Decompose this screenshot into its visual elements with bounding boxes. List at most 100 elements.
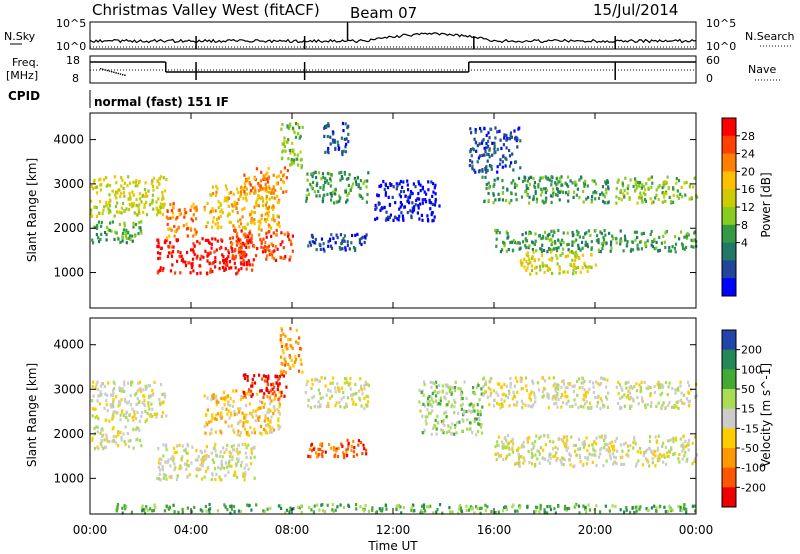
heatmap-cell — [541, 199, 544, 203]
heatmap-cell — [172, 446, 176, 450]
heatmap-cell — [678, 460, 681, 464]
heatmap-cell — [516, 137, 519, 141]
heatmap-cell — [359, 194, 362, 198]
velocity-panel-frame — [89, 317, 697, 515]
heatmap-cell — [210, 242, 213, 246]
heatmap-cell — [295, 122, 298, 126]
heatmap-cell — [239, 256, 242, 260]
heatmap-cell — [209, 507, 212, 511]
heatmap-cell — [224, 474, 227, 478]
heatmap-cell — [342, 237, 345, 241]
heatmap-cell — [466, 418, 469, 422]
heatmap-cell — [600, 446, 603, 450]
heatmap-cell — [322, 184, 325, 188]
heatmap-cell — [112, 410, 115, 414]
heatmap-cell — [594, 395, 597, 400]
heatmap-cell — [138, 226, 141, 230]
heatmap-cell — [663, 455, 666, 459]
heatmap-cell — [363, 406, 366, 411]
heatmap-cell — [263, 509, 266, 513]
heatmap-cell — [590, 253, 593, 257]
heatmap-cell — [479, 413, 482, 417]
heatmap-cell — [115, 181, 118, 185]
heatmap-cell — [232, 192, 235, 196]
heatmap-cell — [292, 161, 296, 165]
heatmap-cell — [444, 397, 447, 401]
colorbar-tick-label: -15 — [741, 422, 759, 435]
heatmap-cell — [661, 384, 664, 388]
heatmap-cell — [533, 242, 536, 246]
heatmap-cell — [238, 410, 241, 414]
heatmap-cell — [237, 190, 240, 195]
heatmap-cell — [310, 386, 313, 391]
heatmap-cell — [153, 503, 156, 507]
heatmap-cell — [268, 430, 271, 434]
heatmap-cell — [560, 405, 563, 409]
heatmap-cell — [592, 385, 595, 389]
heatmap-cell — [486, 395, 489, 399]
heatmap-cell — [294, 358, 298, 362]
heatmap-cell — [521, 233, 524, 237]
heatmap-cell — [556, 256, 559, 260]
heatmap-cell — [590, 198, 593, 202]
heatmap-cell — [518, 456, 521, 460]
heatmap-cell — [250, 237, 253, 241]
heatmap-cell — [423, 428, 426, 432]
heatmap-cell — [340, 242, 343, 246]
heatmap-cell — [360, 404, 363, 408]
heatmap-cell — [667, 249, 670, 253]
heatmap-cell — [366, 179, 369, 183]
heatmap-cell — [505, 138, 508, 142]
heatmap-cell — [250, 240, 253, 244]
heatmap-cell — [90, 199, 93, 203]
heatmap-cell — [562, 401, 565, 405]
heatmap-cell — [345, 448, 348, 452]
heatmap-cell — [673, 405, 676, 409]
heatmap-cell — [124, 231, 127, 236]
heatmap-cell — [239, 238, 242, 242]
heatmap-cell — [687, 390, 690, 394]
heatmap-cell — [322, 175, 325, 180]
heatmap-cell — [494, 511, 497, 515]
heatmap-cell — [203, 424, 206, 428]
heatmap-cell — [259, 389, 262, 393]
heatmap-cell — [186, 451, 189, 455]
heatmap-cell — [564, 255, 567, 259]
heatmap-cell — [159, 266, 162, 270]
heatmap-cell — [116, 411, 119, 415]
heatmap-cell — [502, 443, 505, 447]
heatmap-cell — [528, 461, 531, 465]
heatmap-cell — [526, 179, 529, 183]
heatmap-cell — [232, 224, 235, 228]
heatmap-cell — [401, 214, 404, 218]
heatmap-cell — [401, 185, 404, 189]
heatmap-cell — [683, 247, 686, 251]
heatmap-cell — [667, 187, 670, 191]
heatmap-cell — [675, 177, 678, 181]
heatmap-cell — [683, 402, 686, 406]
heatmap-cell — [628, 386, 631, 390]
heatmap-cell — [224, 196, 227, 200]
heatmap-cell — [171, 205, 175, 209]
heatmap-cell — [418, 388, 421, 392]
heatmap-cell — [121, 410, 124, 414]
heatmap-cell — [628, 397, 631, 401]
heatmap-cell — [113, 382, 116, 386]
heatmap-cell — [457, 386, 460, 391]
heatmap-cell — [337, 446, 340, 450]
heatmap-cell — [449, 389, 452, 393]
heatmap-cell — [315, 248, 318, 252]
heatmap-cell — [578, 256, 581, 261]
heatmap-cell — [687, 448, 690, 452]
heatmap-cell — [239, 407, 242, 411]
heatmap-cell — [587, 229, 591, 233]
heatmap-cell — [244, 196, 248, 200]
heatmap-cell — [329, 192, 332, 196]
heatmap-cell — [106, 225, 109, 229]
heatmap-cell — [264, 375, 267, 379]
heatmap-cell — [233, 470, 236, 474]
heatmap-cell — [460, 509, 464, 513]
heatmap-cell — [591, 460, 594, 464]
heatmap-cell — [634, 442, 637, 446]
heatmap-cell — [557, 246, 560, 250]
